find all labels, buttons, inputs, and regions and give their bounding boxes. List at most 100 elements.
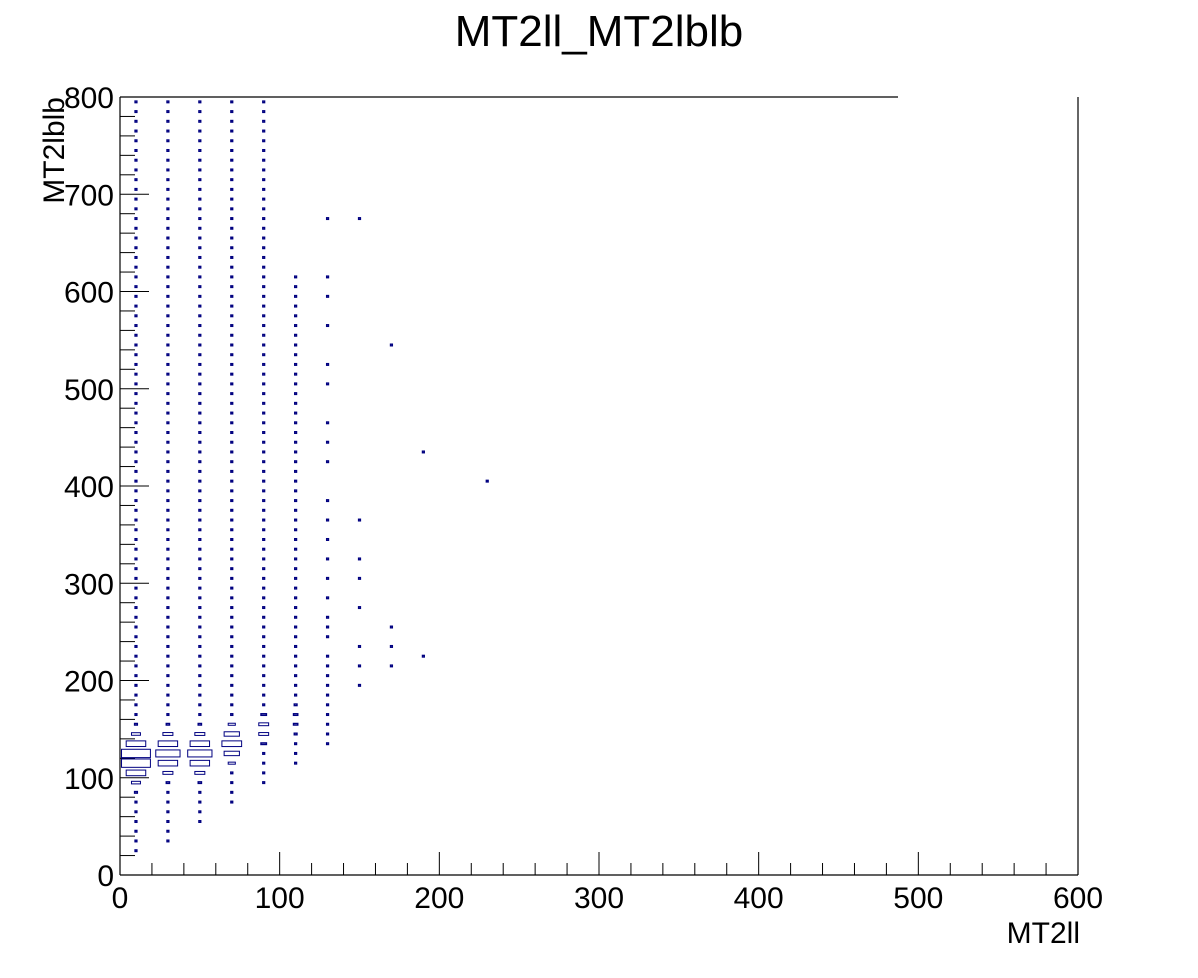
histogram-box xyxy=(134,528,138,532)
histogram-box xyxy=(294,586,298,590)
histogram-box xyxy=(294,576,298,580)
histogram-box xyxy=(134,460,138,464)
histogram-box xyxy=(262,411,266,415)
histogram-box xyxy=(198,479,202,483)
histogram-box xyxy=(166,392,170,396)
histogram-box xyxy=(134,635,138,639)
histogram-box xyxy=(262,440,266,444)
histogram-box xyxy=(230,148,234,152)
histogram-box xyxy=(166,615,170,619)
histogram-box xyxy=(262,275,266,279)
histogram-box xyxy=(258,732,270,736)
histogram-box xyxy=(230,158,234,162)
histogram-box xyxy=(230,187,234,191)
histogram-box xyxy=(230,499,234,503)
histogram-box xyxy=(260,742,268,746)
histogram-box xyxy=(325,537,330,541)
histogram-box xyxy=(166,635,170,639)
histogram-box xyxy=(325,217,330,221)
histogram-box xyxy=(325,421,330,425)
histogram-box xyxy=(230,606,234,610)
histogram-box xyxy=(230,713,234,717)
histogram-box xyxy=(325,654,330,658)
histogram-box xyxy=(485,479,489,483)
histogram-box xyxy=(230,703,234,707)
histogram-box xyxy=(198,615,202,619)
histogram-box xyxy=(262,635,266,639)
histogram-box xyxy=(325,703,330,707)
histogram-box xyxy=(262,119,266,123)
histogram-box xyxy=(325,683,330,687)
histogram-box xyxy=(166,810,170,814)
histogram-box xyxy=(262,343,266,347)
histogram-box xyxy=(134,810,138,814)
histogram-box xyxy=(294,567,298,571)
histogram-box xyxy=(262,479,266,483)
histogram-box xyxy=(294,606,298,610)
histogram-box xyxy=(230,528,234,532)
histogram-box xyxy=(294,508,298,512)
histogram-box xyxy=(134,226,138,230)
histogram-box xyxy=(230,246,234,250)
histogram-box xyxy=(157,759,179,767)
histogram-box xyxy=(230,392,234,396)
histogram-box xyxy=(262,450,266,454)
histogram-box xyxy=(198,304,202,308)
histogram-box xyxy=(262,333,266,337)
histogram-box xyxy=(166,246,170,250)
histogram-box xyxy=(198,800,202,804)
y-axis-label: MT2lblb xyxy=(38,97,71,204)
histogram-box xyxy=(198,255,202,259)
histogram-box xyxy=(198,226,202,230)
x-tick-label: 500 xyxy=(893,882,943,915)
histogram-box xyxy=(134,275,138,279)
histogram-box xyxy=(162,770,174,775)
histogram-box xyxy=(230,635,234,639)
histogram-box xyxy=(166,217,170,221)
histogram-box xyxy=(194,732,206,736)
histogram-box xyxy=(198,100,202,104)
histogram-box xyxy=(294,635,298,639)
histogram-box xyxy=(166,148,170,152)
histogram-box xyxy=(189,759,211,767)
histogram-box xyxy=(294,499,298,503)
histogram-box xyxy=(134,625,138,629)
histogram-box xyxy=(294,654,298,658)
histogram-box xyxy=(198,217,202,221)
histogram-box xyxy=(134,382,138,386)
histogram-box xyxy=(166,294,170,298)
histogram-box xyxy=(134,839,138,843)
histogram-box xyxy=(230,489,234,493)
histogram-box xyxy=(230,139,234,143)
histogram-box xyxy=(134,411,138,415)
histogram-box xyxy=(262,431,266,435)
histogram-box xyxy=(262,761,266,765)
histogram-box xyxy=(258,722,270,727)
histogram-box xyxy=(223,750,240,757)
histogram-box xyxy=(198,683,202,687)
histogram-box xyxy=(262,246,266,250)
histogram-box xyxy=(230,537,234,541)
histogram-box xyxy=(230,450,234,454)
histogram-box xyxy=(121,748,151,759)
histogram-box xyxy=(294,382,298,386)
histogram-box xyxy=(166,139,170,143)
histogram-box xyxy=(262,392,266,396)
histogram-box xyxy=(230,382,234,386)
histogram-box xyxy=(262,664,266,668)
histogram-box xyxy=(166,411,170,415)
histogram-box xyxy=(198,489,202,493)
histogram-box xyxy=(230,197,234,201)
histogram-box xyxy=(166,713,170,717)
histogram-box xyxy=(134,294,138,298)
histogram-box xyxy=(166,664,170,668)
histogram-box xyxy=(262,294,266,298)
histogram-box xyxy=(166,129,170,133)
histogram-box xyxy=(166,820,170,824)
histogram-box xyxy=(134,246,138,250)
histogram-box xyxy=(198,207,202,211)
histogram-box xyxy=(198,557,202,561)
histogram-box xyxy=(198,537,202,541)
histogram-box xyxy=(262,197,266,201)
histogram-box xyxy=(294,557,298,561)
